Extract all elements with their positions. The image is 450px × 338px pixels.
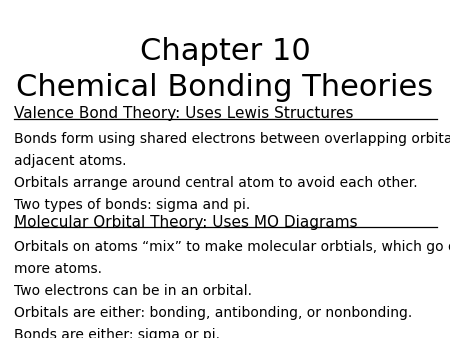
Text: adjacent atoms.: adjacent atoms. xyxy=(14,154,126,168)
Text: Valence Bond Theory: Uses Lewis Structures: Valence Bond Theory: Uses Lewis Structur… xyxy=(14,106,353,121)
Text: Chapter 10
Chemical Bonding Theories: Chapter 10 Chemical Bonding Theories xyxy=(17,37,433,102)
Text: Bonds are either: sigma or pi.: Bonds are either: sigma or pi. xyxy=(14,328,220,338)
Text: Bonds form using shared electrons between overlapping orbitals on: Bonds form using shared electrons betwee… xyxy=(14,132,450,146)
Text: Molecular Orbital Theory: Uses MO Diagrams: Molecular Orbital Theory: Uses MO Diagra… xyxy=(14,215,357,230)
Text: more atoms.: more atoms. xyxy=(14,262,102,276)
Text: Orbitals on atoms “mix” to make molecular orbtials, which go over 2 or: Orbitals on atoms “mix” to make molecula… xyxy=(14,240,450,254)
Text: Two electrons can be in an orbital.: Two electrons can be in an orbital. xyxy=(14,284,252,298)
Text: Orbitals arrange around central atom to avoid each other.: Orbitals arrange around central atom to … xyxy=(14,176,417,190)
Text: Orbitals are either: bonding, antibonding, or nonbonding.: Orbitals are either: bonding, antibondin… xyxy=(14,306,412,320)
Text: Two types of bonds: sigma and pi.: Two types of bonds: sigma and pi. xyxy=(14,198,250,212)
